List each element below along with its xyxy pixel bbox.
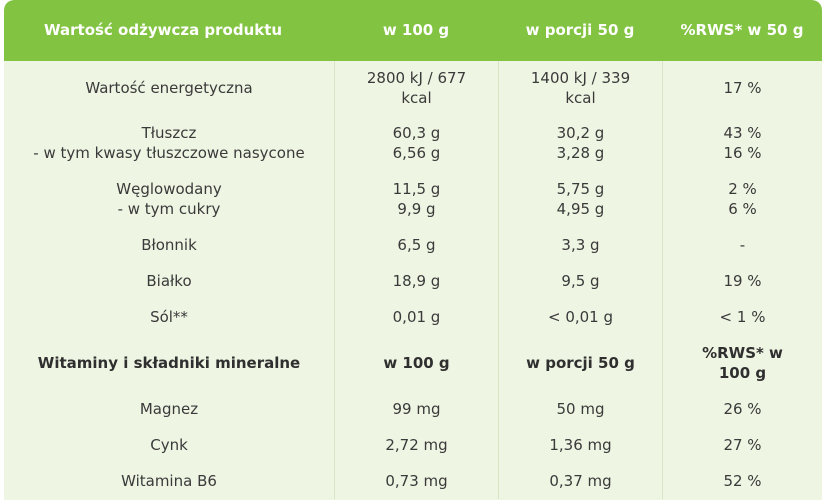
row-protein-per50: 9,5 g xyxy=(498,263,662,299)
row-energy-per50: 1400 kJ / 339 kcal xyxy=(498,61,662,115)
row-magnesium-per100: 99 mg xyxy=(334,391,498,427)
row-protein-name: Białko xyxy=(146,272,192,290)
row-energy-name: Wartość energetyczna xyxy=(85,79,253,97)
row-fat-per50: 30,2 g 3,28 g xyxy=(498,115,662,171)
row-b6-per100: 0,73 mg xyxy=(334,463,498,499)
vitamins-header-per100: w 100 g xyxy=(334,335,498,391)
row-salt-rws: < 1 % xyxy=(662,299,822,335)
vitamins-header-rws: %RWS* w 100 g xyxy=(662,335,822,391)
row-carbs-rws: 2 % 6 % xyxy=(662,171,822,227)
nutrition-table: Wartość odżywcza produktu w 100 g w porc… xyxy=(4,0,822,500)
row-fibre-per50: 3,3 g xyxy=(498,227,662,263)
row-salt-per100: 0,01 g xyxy=(334,299,498,335)
row-b6-rws: 52 % xyxy=(662,463,822,499)
row-magnesium-rws: 26 % xyxy=(662,391,822,427)
vitamins-header-name: Witaminy i składniki mineralne xyxy=(37,354,301,372)
row-b6-per50: 0,37 mg xyxy=(498,463,662,499)
row-zinc-rws: 27 % xyxy=(662,427,822,463)
row-zinc-per100: 2,72 mg xyxy=(334,427,498,463)
header-rws: %RWS* w 50 g xyxy=(680,21,804,39)
header-product-value: Wartość odżywcza produktu xyxy=(44,21,283,39)
row-fat-name: Tłuszcz - w tym kwasy tłuszczowe nasycon… xyxy=(33,124,305,162)
vitamins-header-per50: w porcji 50 g xyxy=(498,335,662,391)
header-per-100g: w 100 g xyxy=(382,21,450,39)
table-header: Wartość odżywcza produktu w 100 g w porc… xyxy=(4,0,822,61)
row-energy-per100: 2800 kJ / 677 kcal xyxy=(334,61,498,115)
row-fat-rws: 43 % 16 % xyxy=(662,115,822,171)
row-energy-rws: 17 % xyxy=(662,61,822,115)
row-fibre-name: Błonnik xyxy=(141,236,197,254)
row-b6-name: Witamina B6 xyxy=(121,472,217,490)
row-carbs-name: Węglowodany - w tym cukry xyxy=(116,180,222,218)
row-magnesium-name: Magnez xyxy=(139,400,199,418)
row-fibre-rws: - xyxy=(662,227,822,263)
row-protein-rws: 19 % xyxy=(662,263,822,299)
row-fibre-per100: 6,5 g xyxy=(334,227,498,263)
row-carbs-per100: 11,5 g 9,9 g xyxy=(334,171,498,227)
row-zinc-name: Cynk xyxy=(150,436,188,454)
header-per-portion: w porcji 50 g xyxy=(525,21,635,39)
row-fat-per100: 60,3 g 6,56 g xyxy=(334,115,498,171)
row-salt-per50: < 0,01 g xyxy=(498,299,662,335)
row-salt-name: Sól** xyxy=(150,308,188,326)
table-body: Wartość energetyczna 2800 kJ / 677 kcal … xyxy=(4,61,822,499)
row-protein-per100: 18,9 g xyxy=(334,263,498,299)
row-magnesium-per50: 50 mg xyxy=(498,391,662,427)
row-carbs-per50: 5,75 g 4,95 g xyxy=(498,171,662,227)
row-zinc-per50: 1,36 mg xyxy=(498,427,662,463)
